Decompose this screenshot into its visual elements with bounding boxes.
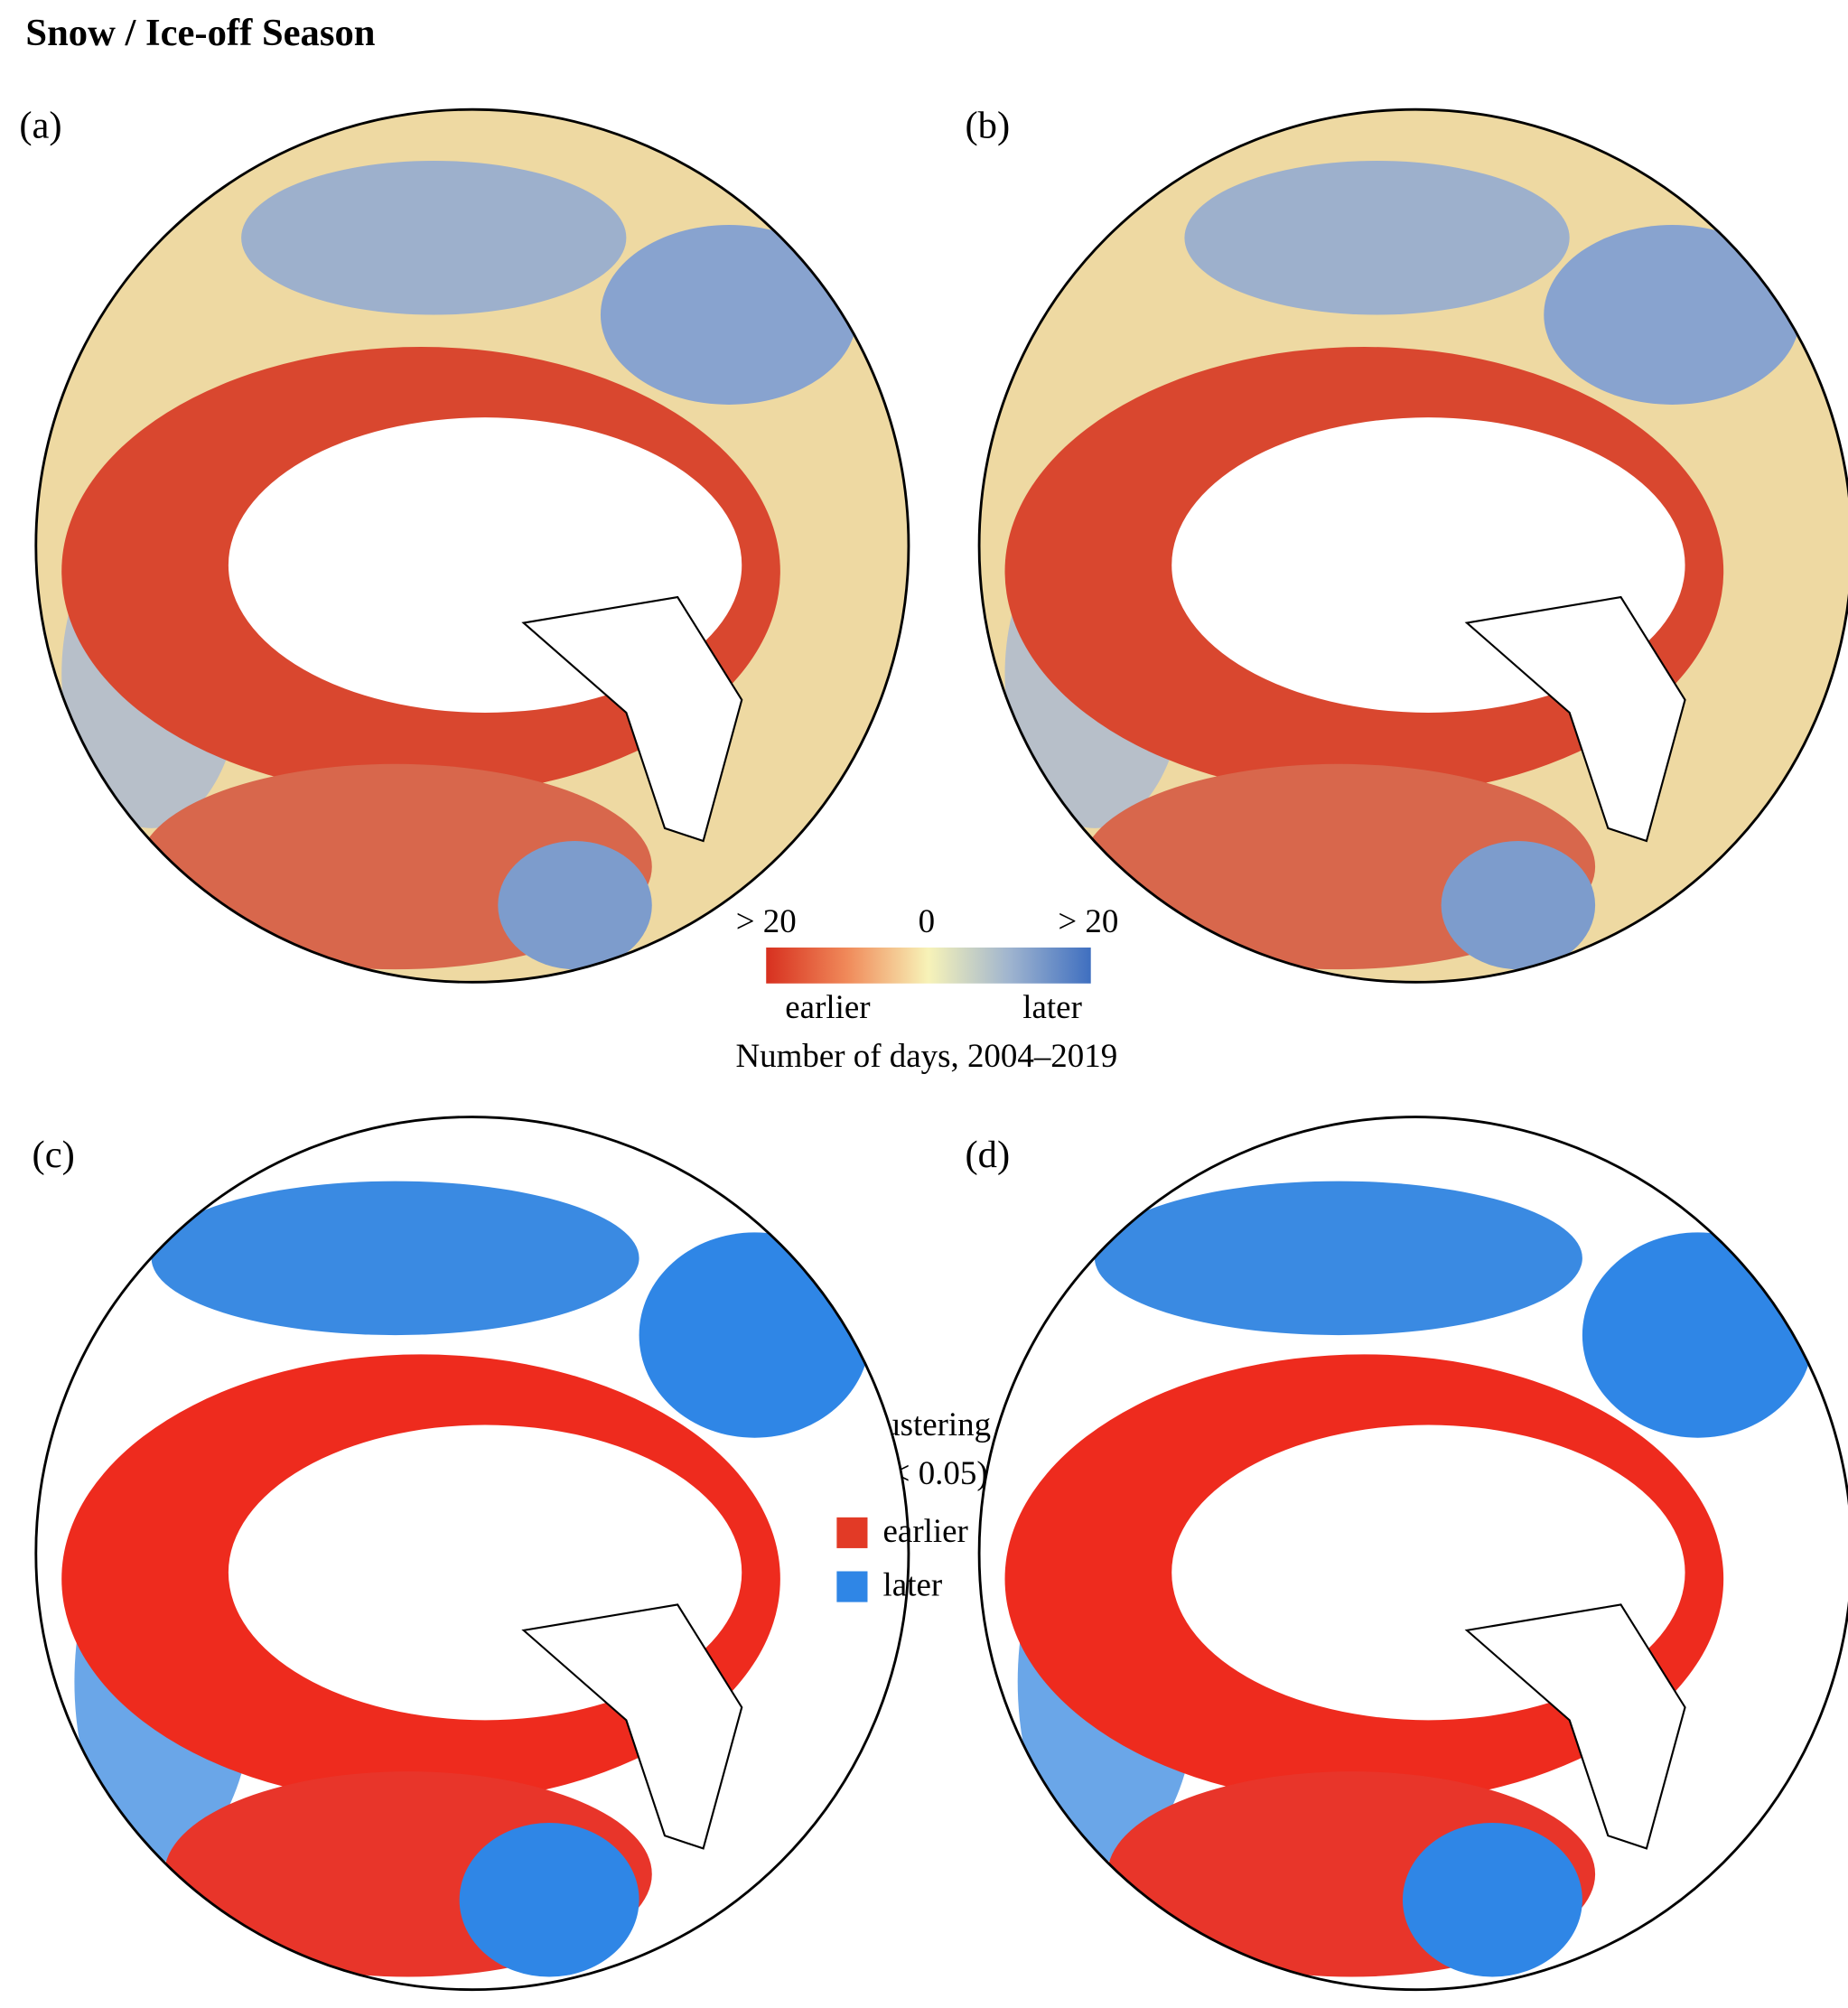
panel-label: (a) — [19, 104, 61, 146]
map-panel — [36, 109, 909, 982]
panel-label: (b) — [965, 104, 1010, 146]
map-panel — [36, 1117, 909, 1990]
colorbar-high-label: later — [1022, 988, 1082, 1025]
panel-label: (c) — [33, 1134, 75, 1176]
legend-swatch — [836, 1517, 868, 1548]
legend-swatch — [836, 1571, 868, 1602]
legend-label: earlier — [883, 1512, 968, 1549]
colorbar-tick-label: 0 — [919, 902, 935, 939]
colorbar — [766, 947, 1091, 984]
figure-title: Snow / Ice-off Season — [25, 12, 375, 54]
colorbar-caption: Number of days, 2004–2019 — [736, 1037, 1118, 1074]
colorbar-tick-label: > 20 — [736, 902, 797, 939]
legend-label: later — [883, 1565, 943, 1602]
panel-label: (d) — [965, 1134, 1010, 1176]
map-panel — [979, 1117, 1848, 1990]
colorbar-tick-label: > 20 — [1058, 902, 1118, 939]
colorbar-low-label: earlier — [785, 988, 870, 1025]
map-panel — [979, 109, 1848, 982]
